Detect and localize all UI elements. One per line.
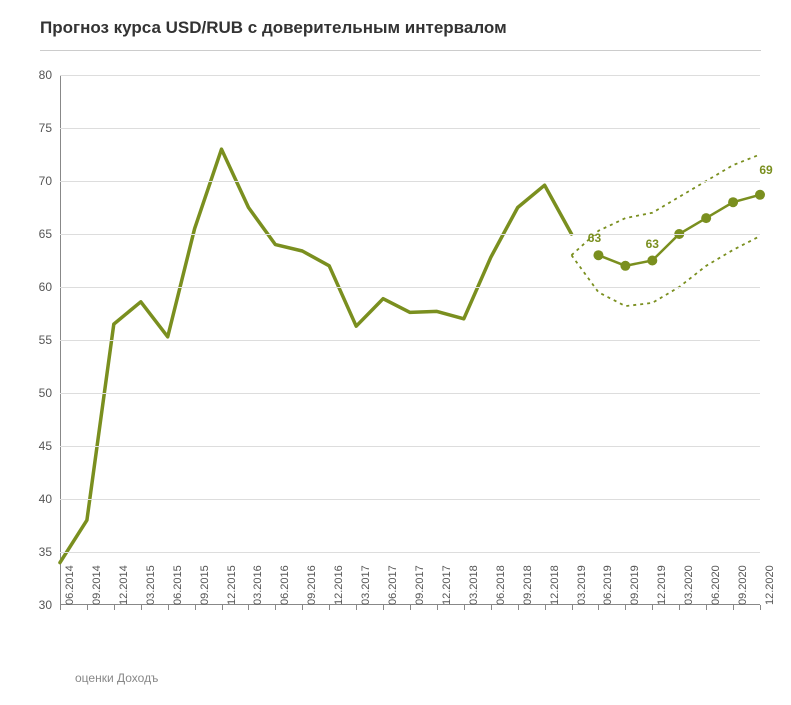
grid-line [60, 446, 760, 447]
x-tick [518, 605, 519, 610]
grid-line [60, 552, 760, 553]
data-label: 63 [646, 237, 659, 251]
x-tick [598, 605, 599, 610]
y-tick-label: 30 [22, 598, 52, 612]
x-tick [222, 605, 223, 610]
y-tick-label: 75 [22, 121, 52, 135]
x-tick [464, 605, 465, 610]
x-tick [437, 605, 438, 610]
x-tick [248, 605, 249, 610]
y-tick-label: 45 [22, 439, 52, 453]
x-tick [572, 605, 573, 610]
x-tick [87, 605, 88, 610]
grid-line [60, 340, 760, 341]
y-tick-label: 60 [22, 280, 52, 294]
y-tick-label: 70 [22, 174, 52, 188]
x-tick [195, 605, 196, 610]
x-tick [302, 605, 303, 610]
y-tick-label: 35 [22, 545, 52, 559]
chart-title: Прогноз курса USD/RUB с доверительным ин… [0, 0, 791, 50]
x-tick [60, 605, 61, 610]
x-tick [679, 605, 680, 610]
data-label: 63 [588, 231, 601, 245]
y-tick-label: 40 [22, 492, 52, 506]
x-tick [114, 605, 115, 610]
x-tick [733, 605, 734, 610]
grid-line [60, 393, 760, 394]
x-tick [760, 605, 761, 610]
forecast-marker [620, 261, 630, 271]
forecast-marker [647, 256, 657, 266]
x-tick [383, 605, 384, 610]
x-tick [141, 605, 142, 610]
title-underline [40, 50, 761, 51]
forecast-marker [593, 250, 603, 260]
forecast-marker [755, 190, 765, 200]
y-tick-label: 55 [22, 333, 52, 347]
forecast-marker [701, 213, 711, 223]
x-tick [168, 605, 169, 610]
x-tick [706, 605, 707, 610]
y-tick-label: 50 [22, 386, 52, 400]
x-tick [275, 605, 276, 610]
x-tick [545, 605, 546, 610]
x-tick [652, 605, 653, 610]
historical-line [60, 149, 572, 562]
x-tick [491, 605, 492, 610]
grid-line [60, 75, 760, 76]
forecast-marker [728, 197, 738, 207]
grid-line [60, 499, 760, 500]
grid-line [60, 128, 760, 129]
x-tick [329, 605, 330, 610]
x-tick [356, 605, 357, 610]
grid-line [60, 181, 760, 182]
x-tick [625, 605, 626, 610]
footer-text: оценки Доходъ [75, 671, 158, 685]
data-label: 69 [759, 163, 772, 177]
grid-line [60, 287, 760, 288]
y-tick-label: 65 [22, 227, 52, 241]
y-tick-label: 80 [22, 68, 52, 82]
chart-area: 303540455055606570758006.201409.201412.2… [60, 75, 760, 605]
x-tick [410, 605, 411, 610]
grid-line [60, 234, 760, 235]
